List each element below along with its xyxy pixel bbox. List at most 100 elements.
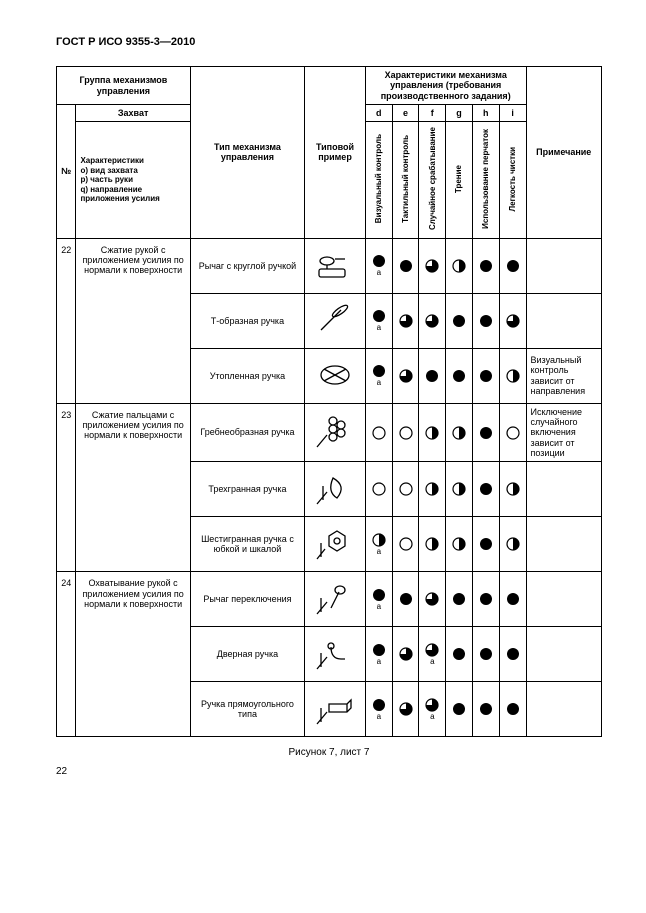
- char-cell: a: [365, 627, 392, 682]
- char-cell: [472, 517, 499, 572]
- example-icon: [305, 682, 366, 737]
- hdr-col-f: f: [419, 105, 446, 122]
- row-num: 22: [57, 238, 76, 403]
- row-type: Дверная ручка: [190, 627, 304, 682]
- hdr-collabel-5: Легкость чистки: [499, 122, 526, 238]
- row-grip: Охватывание рукой с приложением усилия п…: [76, 572, 190, 737]
- char-cell: [499, 572, 526, 627]
- char-cell: [446, 572, 473, 627]
- example-icon: [305, 627, 366, 682]
- example-icon: [305, 517, 366, 572]
- char-cell: [499, 462, 526, 517]
- figure-caption: Рисунок 7, лист 7: [56, 747, 602, 758]
- char-cell: [472, 238, 499, 293]
- char-cell: [419, 348, 446, 403]
- row-note: [526, 627, 601, 682]
- hdr-collabel-2: Случайное срабатывание: [419, 122, 446, 238]
- char-cell: a: [365, 682, 392, 737]
- row-num: 23: [57, 403, 76, 572]
- char-cell: [365, 403, 392, 462]
- hdr-charsub: Характеристикиo) вид захватаp) часть рук…: [76, 122, 190, 238]
- row-type: Шестигранная ручка с юбкой и шкалой: [190, 517, 304, 572]
- char-cell: [365, 462, 392, 517]
- row-note: [526, 517, 601, 572]
- hdr-col-e: e: [392, 105, 419, 122]
- char-cell: [392, 517, 419, 572]
- row-note: Визуальный контроль зависит от направлен…: [526, 348, 601, 403]
- char-cell: a: [365, 238, 392, 293]
- char-cell: [392, 238, 419, 293]
- char-cell: a: [365, 348, 392, 403]
- row-type: Рычаг переключения: [190, 572, 304, 627]
- char-cell: [499, 293, 526, 348]
- char-cell: [392, 403, 419, 462]
- example-icon: [305, 572, 366, 627]
- char-cell: [419, 462, 446, 517]
- main-table: Группа механизмов управления Тип механиз…: [56, 66, 602, 737]
- char-cell: [446, 517, 473, 572]
- hdr-col-g: g: [446, 105, 473, 122]
- example-icon: [305, 293, 366, 348]
- hdr-collabel-3: Трение: [446, 122, 473, 238]
- char-cell: a: [365, 572, 392, 627]
- char-cell: a: [419, 627, 446, 682]
- example-icon: [305, 462, 366, 517]
- row-note: [526, 238, 601, 293]
- char-cell: [472, 572, 499, 627]
- hdr-note: Примечание: [526, 67, 601, 239]
- char-cell: [446, 462, 473, 517]
- char-cell: [446, 238, 473, 293]
- char-cell: [499, 682, 526, 737]
- row-note: [526, 293, 601, 348]
- char-cell: [392, 348, 419, 403]
- char-cell: a: [419, 682, 446, 737]
- char-cell: [419, 403, 446, 462]
- example-icon: [305, 238, 366, 293]
- row-note: Исключение случайного включения зависит …: [526, 403, 601, 462]
- char-cell: [419, 517, 446, 572]
- hdr-col-i: i: [499, 105, 526, 122]
- char-cell: [392, 572, 419, 627]
- row-note: [526, 572, 601, 627]
- char-cell: [499, 517, 526, 572]
- char-cell: [446, 348, 473, 403]
- hdr-group: Группа механизмов управления: [57, 67, 191, 105]
- row-type: Рычаг с круглой ручкой: [190, 238, 304, 293]
- hdr-num: №: [57, 105, 76, 239]
- char-cell: [446, 403, 473, 462]
- char-cell: a: [365, 517, 392, 572]
- row-grip: Сжатие пальцами с приложением усилия по …: [76, 403, 190, 572]
- example-icon: [305, 403, 366, 462]
- char-cell: [392, 462, 419, 517]
- row-num: 24: [57, 572, 76, 737]
- doc-title: ГОСТ Р ИСО 9355-3—2010: [56, 36, 602, 48]
- char-cell: a: [365, 293, 392, 348]
- page-number: 22: [56, 766, 602, 777]
- hdr-collabel-4: Использование перчаток: [472, 122, 499, 238]
- char-cell: [419, 572, 446, 627]
- char-cell: [499, 403, 526, 462]
- row-type: Трехгранная ручка: [190, 462, 304, 517]
- char-cell: [472, 462, 499, 517]
- char-cell: [499, 627, 526, 682]
- example-icon: [305, 348, 366, 403]
- hdr-col-h: h: [472, 105, 499, 122]
- row-type: Гребнеобразная ручка: [190, 403, 304, 462]
- char-cell: [472, 293, 499, 348]
- char-cell: [472, 403, 499, 462]
- row-type: Утопленная ручка: [190, 348, 304, 403]
- char-cell: [446, 682, 473, 737]
- hdr-grip: Захват: [76, 105, 190, 122]
- row-type: Ручка прямоугольного типа: [190, 682, 304, 737]
- row-grip: Сжатие рукой с приложением усилия по нор…: [76, 238, 190, 403]
- hdr-mechchar: Характеристики механизма управления (тре…: [365, 67, 526, 105]
- char-cell: [499, 238, 526, 293]
- hdr-col-d: d: [365, 105, 392, 122]
- row-type: Т-образная ручка: [190, 293, 304, 348]
- char-cell: [446, 627, 473, 682]
- char-cell: [419, 293, 446, 348]
- char-cell: [392, 627, 419, 682]
- row-note: [526, 462, 601, 517]
- char-cell: [472, 682, 499, 737]
- char-cell: [419, 238, 446, 293]
